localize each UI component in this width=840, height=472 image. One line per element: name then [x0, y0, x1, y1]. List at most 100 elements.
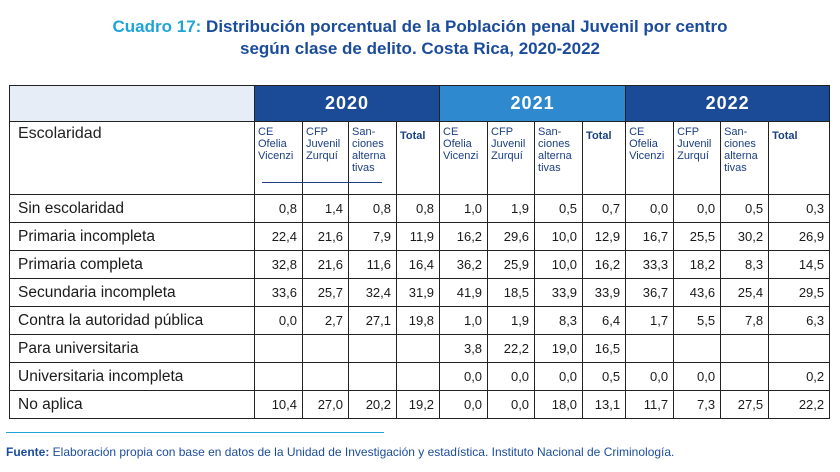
value-cell — [348, 334, 397, 363]
source-rule — [6, 432, 384, 433]
col-header-line: Zurquí — [677, 150, 709, 162]
value-cell — [302, 334, 349, 363]
value-cell — [254, 334, 303, 363]
value-cell: 0,0 — [625, 362, 675, 391]
value-cell: 33,9 — [534, 278, 584, 307]
source-note: Fuente: Elaboración propia con base en d… — [6, 445, 674, 459]
col-header-line: Juvenil — [491, 138, 526, 150]
value-cell: 1,0 — [439, 194, 489, 223]
col-header-2022-3: Total — [768, 121, 831, 195]
value-cell: 0,5 — [720, 194, 770, 223]
value-cell — [348, 362, 397, 391]
value-cell: 18,0 — [534, 390, 584, 419]
col-header-line: CFP — [491, 126, 514, 138]
col-header-2022-1: CFP Juvenil Zurquí — [673, 121, 722, 195]
col-header-2021-2: San-ciones alterna tivas — [534, 121, 584, 195]
col-header-line: ciones — [538, 138, 570, 150]
year-header-row: 2020 2021 2022 — [9, 85, 831, 122]
value-cell: 7,3 — [673, 390, 722, 419]
value-cell: 12,9 — [582, 222, 627, 251]
row-label: Primaria completa — [9, 250, 255, 279]
col-header-line: Total — [400, 130, 426, 142]
value-cell: 0,0 — [487, 390, 536, 419]
value-cell: 0,0 — [534, 362, 584, 391]
row-label: Contra la autoridad pública — [9, 306, 255, 335]
col-header-2021-3: Total — [582, 121, 627, 195]
value-cell: 25,9 — [487, 250, 536, 279]
value-cell: 27,1 — [348, 306, 397, 335]
value-cell: 32,4 — [348, 278, 397, 307]
data-table: 2020 2021 2022 Escolaridad CE Ofelia Vicen… — [9, 85, 831, 419]
value-cell: 16,7 — [625, 222, 675, 251]
row-label: Primaria incompleta — [9, 222, 255, 251]
value-cell: 6,3 — [768, 306, 831, 335]
col-header-line: CFP — [306, 126, 328, 138]
value-cell: 16,2 — [439, 222, 489, 251]
value-cell: 8,3 — [534, 306, 584, 335]
table-row: Secundaria incompleta 33,6 25,7 32,4 31,9 41,… — [9, 278, 831, 307]
value-cell: 22,2 — [768, 390, 831, 419]
col-header-line: tivas — [352, 162, 375, 174]
col-header-line: CE — [629, 126, 645, 138]
header-underline — [262, 182, 382, 183]
value-cell: 43,6 — [673, 278, 722, 307]
col-header-line: ciones — [352, 138, 384, 150]
value-cell: 0,0 — [625, 194, 675, 223]
table-row: No aplica 10,4 27,0 20,2 19,2 0,0 0,0 18,0 13,1 1… — [9, 390, 831, 419]
value-cell: 0,2 — [768, 362, 831, 391]
col-header-2021-0: CE Ofelia Vicenzi — [439, 121, 489, 195]
value-cell: 21,6 — [302, 222, 349, 251]
value-cell: 0,5 — [534, 194, 584, 223]
value-cell — [395, 362, 441, 391]
table-row: Para universitaria 3,8 22,2 19,0 16,5 — [9, 334, 831, 363]
value-cell — [720, 362, 770, 391]
col-header-line: Total — [586, 130, 612, 142]
col-header-line: Total — [772, 130, 798, 142]
value-cell: 0,0 — [439, 362, 489, 391]
value-cell: 7,8 — [720, 306, 770, 335]
year-2022-header: 2022 — [625, 85, 831, 122]
value-cell — [395, 334, 441, 363]
value-cell: 1,9 — [487, 194, 536, 223]
corner-cell — [9, 85, 255, 122]
col-header-2022-2: San-ciones alterna tivas — [720, 121, 770, 195]
col-header-line: alterna — [352, 150, 386, 162]
row-label: Para universitaria — [9, 334, 255, 363]
col-header-line: San- — [724, 126, 748, 138]
col-header-line: San- — [352, 126, 376, 138]
value-cell: 31,9 — [395, 278, 441, 307]
value-cell: 29,6 — [487, 222, 536, 251]
value-cell — [625, 334, 675, 363]
value-cell: 25,7 — [302, 278, 349, 307]
col-header-line: Zurquí — [491, 150, 523, 162]
col-header-line: CFP — [677, 126, 700, 138]
title-line-1: Cuadro 17: Distribución porcentual de la… — [0, 16, 840, 38]
value-cell: 21,6 — [302, 250, 349, 279]
value-cell: 2,7 — [302, 306, 349, 335]
value-cell: 22,2 — [487, 334, 536, 363]
year-2020-header: 2020 — [253, 85, 441, 122]
col-header-line: alterna — [538, 150, 572, 162]
value-cell: 19,0 — [534, 334, 584, 363]
table-row: Sin escolaridad 0,8 1,4 0,8 0,8 1,0 1,9 0,5 0,7 0… — [9, 194, 831, 223]
value-cell: 3,8 — [439, 334, 489, 363]
value-cell: 32,8 — [254, 250, 303, 279]
row-header-escolaridad: Escolaridad — [9, 121, 255, 195]
row-label: Universitaria incompleta — [9, 362, 255, 391]
table-row: Contra la autoridad pública 0,0 2,7 27,1 19,… — [9, 306, 831, 335]
col-header-2020-3: Total — [395, 121, 441, 195]
value-cell: 1,7 — [625, 306, 675, 335]
value-cell — [254, 362, 303, 391]
source-text: Elaboración propia con base en datos de … — [49, 445, 675, 459]
col-header-2021-1: CFP Juvenil Zurquí — [487, 121, 536, 195]
value-cell: 1,9 — [487, 306, 536, 335]
value-cell: 0,5 — [582, 362, 627, 391]
col-header-line: Zurquí — [306, 150, 338, 162]
value-cell: 30,2 — [720, 222, 770, 251]
col-header-line: Juvenil — [306, 138, 341, 150]
value-cell: 36,7 — [625, 278, 675, 307]
row-label: No aplica — [9, 390, 255, 419]
col-header-line: Ofelia — [443, 138, 472, 150]
value-cell: 0,7 — [582, 194, 627, 223]
value-cell: 19,8 — [395, 306, 441, 335]
